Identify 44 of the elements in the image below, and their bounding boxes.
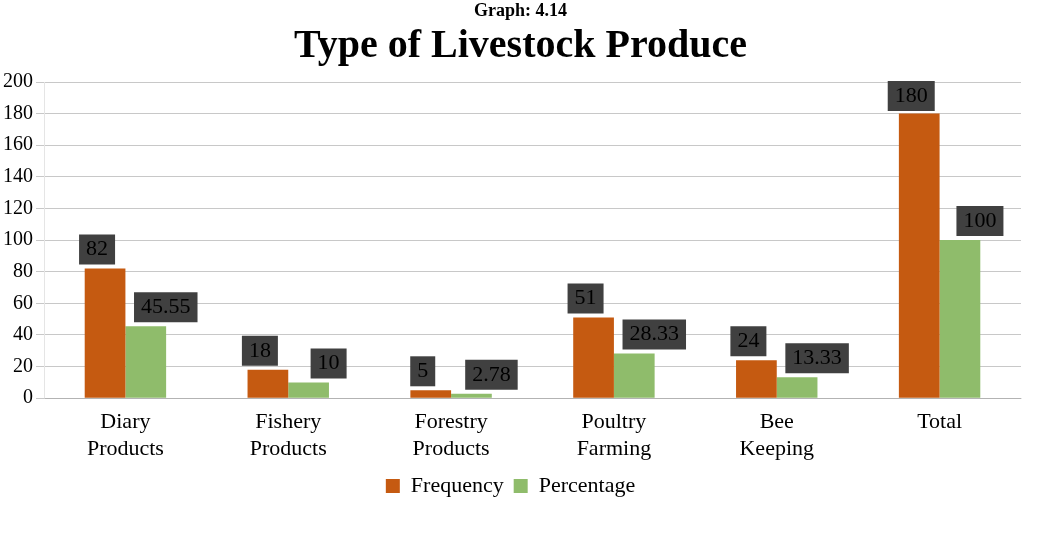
legend-label: Frequency — [410, 471, 504, 497]
data-label: 2.78 — [472, 360, 511, 386]
x-tick-label: Forestry Products — [412, 408, 490, 460]
bar — [288, 382, 329, 398]
x-tick-label: Total — [917, 408, 963, 434]
y-tick-label: 200 — [3, 69, 33, 92]
y-tick-label: 0 — [23, 385, 33, 408]
y-tick-label: 40 — [13, 322, 33, 345]
data-label: 28.33 — [629, 320, 680, 346]
data-label: 13.33 — [792, 343, 842, 369]
data-label: 24 — [737, 327, 760, 353]
bar — [939, 240, 981, 398]
bar — [736, 360, 777, 398]
bar — [613, 353, 655, 398]
bar — [410, 390, 452, 398]
data-label: 180 — [894, 81, 928, 107]
y-tick-label: 60 — [13, 290, 33, 313]
x-tick-label: Bee Keeping — [739, 408, 815, 460]
y-tick-label: 180 — [3, 100, 33, 123]
data-label: 100 — [963, 206, 997, 232]
bar — [84, 268, 126, 398]
data-label: 45.55 — [141, 292, 191, 318]
bar — [247, 369, 289, 398]
y-tick-label: 100 — [3, 227, 33, 250]
data-label: 5 — [417, 357, 429, 383]
data-label: 10 — [317, 349, 340, 375]
y-tick-label: 140 — [3, 164, 33, 187]
data-label: 82 — [86, 235, 109, 261]
bar — [451, 393, 492, 398]
chart-subtitle: Graph: 4.14 — [473, 0, 568, 21]
y-tick-label: 20 — [13, 353, 33, 376]
legend-label: Percentage — [538, 471, 636, 497]
y-tick-label: 120 — [3, 195, 33, 218]
bar — [573, 317, 614, 398]
x-tick-label: Fishery Products — [249, 408, 327, 460]
data-label: 51 — [574, 284, 597, 310]
bar — [125, 326, 167, 398]
bar — [776, 377, 818, 398]
y-tick-label: 160 — [3, 132, 33, 155]
y-tick-label: 80 — [13, 258, 33, 281]
chart-title: Type of Livestock Produce — [293, 21, 748, 67]
x-tick-label: Diary Products — [86, 408, 164, 460]
x-tick-label: Poultry Farming — [576, 408, 652, 460]
data-label: 18 — [248, 336, 271, 362]
